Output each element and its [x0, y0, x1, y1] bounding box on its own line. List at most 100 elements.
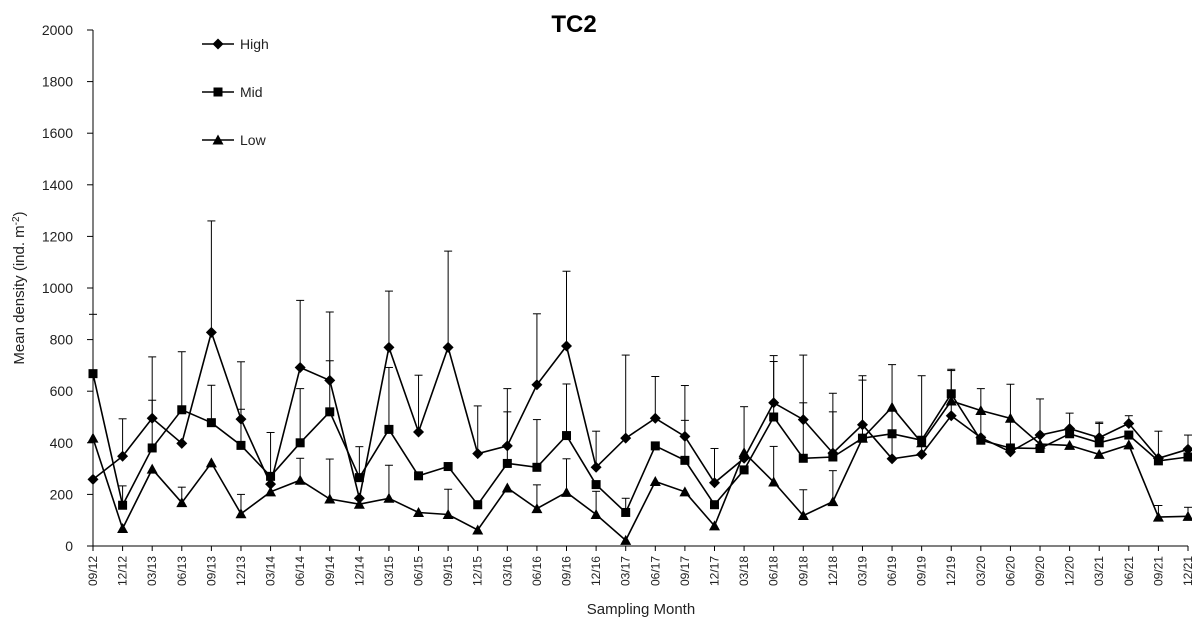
- error-bar-mid: [177, 351, 186, 410]
- x-tick-label: 06/18: [767, 556, 781, 586]
- error-bar-mid: [296, 388, 305, 443]
- x-tick-label: 12/14: [352, 556, 366, 586]
- data-point-high: [1182, 443, 1192, 455]
- data-point-low: [265, 486, 277, 497]
- y-axis-title: Mean density (ind. m-2): [11, 211, 29, 364]
- data-point-high: [649, 412, 661, 424]
- data-point-low: [1034, 438, 1046, 449]
- data-point-mid: [739, 465, 749, 475]
- x-tick-label: 09/20: [1033, 556, 1047, 586]
- x-tick-label: 09/16: [560, 556, 574, 586]
- x-tick-label: 12/21: [1181, 556, 1192, 586]
- data-point-mid: [562, 431, 572, 441]
- error-bar-high: [473, 405, 482, 454]
- data-point-low: [886, 401, 898, 412]
- x-tick-label: 09/18: [796, 556, 810, 586]
- data-point-mid: [266, 471, 276, 481]
- data-point-mid: [798, 453, 808, 463]
- error-bar-high: [532, 313, 541, 385]
- error-bar-high: [384, 290, 393, 348]
- x-tick-label: 06/14: [293, 556, 307, 586]
- x-tick-label: 03/19: [855, 556, 869, 586]
- x-tick-label: 06/19: [885, 556, 899, 586]
- error-bar-low: [562, 458, 571, 493]
- error-bar-mid: [89, 313, 97, 374]
- x-tick-label: 12/16: [589, 556, 603, 586]
- data-point-high: [856, 419, 868, 431]
- data-point-mid: [828, 452, 838, 462]
- x-tick-label: 06/21: [1122, 556, 1136, 586]
- data-point-high: [679, 430, 691, 442]
- error-bar-low: [384, 464, 393, 499]
- x-tick-label: 03/16: [500, 556, 514, 586]
- data-point-high: [324, 374, 336, 386]
- data-point-high: [472, 448, 484, 460]
- x-tick-label: 09/15: [441, 556, 455, 586]
- data-point-mid: [680, 455, 690, 465]
- y-tick-label: 1200: [42, 228, 73, 244]
- data-point-low: [561, 486, 573, 497]
- data-point-low: [531, 503, 543, 514]
- legend-item-mid: Mid: [202, 84, 263, 100]
- y-axis-title-close: ): [11, 211, 28, 216]
- legend-label-mid: Mid: [240, 84, 263, 100]
- legend-label-high: High: [240, 36, 269, 52]
- x-tick-label: 03/13: [145, 556, 159, 586]
- error-bar-mid: [266, 431, 275, 477]
- data-point-high: [1123, 417, 1135, 429]
- data-point-high: [383, 341, 395, 353]
- svg-text:Mean density (ind. m-2): Mean density (ind. m-2): [11, 211, 29, 364]
- data-point-mid: [502, 458, 512, 468]
- data-point-mid: [384, 424, 394, 434]
- data-point-high: [561, 340, 573, 352]
- x-tick-label: 09/19: [915, 556, 929, 586]
- x-axis-title: Sampling Month: [587, 601, 695, 618]
- data-point-low: [205, 457, 217, 468]
- error-bar-high: [651, 375, 660, 419]
- data-point-high: [768, 397, 780, 409]
- error-bar-high: [592, 430, 601, 468]
- data-point-low: [827, 496, 839, 507]
- data-point-high: [117, 450, 129, 462]
- x-tick-label: 03/20: [974, 556, 988, 586]
- data-point-mid: [946, 389, 956, 399]
- legend-item-low: Low: [202, 132, 267, 148]
- legend: High Mid Low: [202, 36, 269, 148]
- legend-label-low: Low: [240, 132, 267, 148]
- error-bar-low: [769, 445, 778, 483]
- y-axis-title-superscript: -2: [11, 216, 22, 225]
- data-point-high: [1034, 429, 1046, 441]
- data-point-high: [294, 361, 306, 373]
- data-point-mid: [206, 418, 216, 428]
- series-line-high: [92, 329, 1189, 499]
- x-tick-label: 06/20: [1003, 556, 1017, 586]
- y-tick-label: 400: [50, 435, 74, 451]
- data-point-low: [442, 509, 454, 520]
- data-point-mid: [650, 441, 660, 451]
- data-point-low: [383, 492, 395, 503]
- legend-marker-low: [212, 134, 224, 145]
- data-point-mid: [591, 480, 601, 490]
- data-point-low: [708, 520, 720, 531]
- data-point-low: [294, 474, 306, 485]
- x-tick-label: 03/21: [1092, 556, 1106, 586]
- x-tick-label: 03/15: [382, 556, 396, 586]
- y-tick-label: 1800: [42, 74, 73, 90]
- error-bar-high: [621, 354, 630, 439]
- x-tick-label: 03/14: [264, 556, 278, 586]
- data-point-high: [235, 413, 247, 425]
- data-point-low: [1123, 439, 1135, 450]
- data-point-high: [442, 341, 454, 353]
- data-point-high: [205, 326, 217, 338]
- data-point-mid: [709, 500, 719, 510]
- data-point-mid: [887, 429, 897, 439]
- error-bar-mid: [207, 384, 216, 423]
- data-point-low: [1182, 510, 1192, 521]
- data-point-high: [87, 473, 99, 485]
- y-tick-label: 1400: [42, 177, 73, 193]
- axes: 0 200 400 600 800 1000 1200 1400 1600 1800 2000 09/…: [42, 22, 1192, 586]
- data-point-mid: [443, 462, 453, 472]
- error-bar-high: [710, 447, 719, 483]
- data-point-low: [353, 498, 365, 509]
